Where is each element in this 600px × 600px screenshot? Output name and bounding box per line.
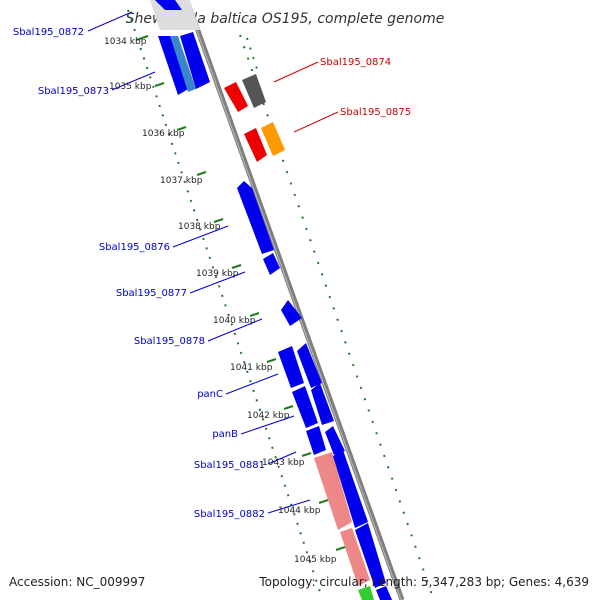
gene-sbal195-0881-left bbox=[306, 426, 326, 455]
accession-text: Accession: NC_009997 bbox=[9, 575, 145, 589]
gene-label-leader bbox=[273, 61, 319, 83]
gene-sbal195-0873-a bbox=[158, 36, 190, 95]
kbp-major-tick bbox=[154, 82, 165, 87]
kbp-tick-label: 1039 kbp bbox=[196, 269, 239, 279]
gene-sbal195-0875-orange bbox=[261, 122, 285, 156]
gene-panC-right bbox=[297, 343, 322, 388]
gene-sbal195-0873-c bbox=[180, 32, 210, 89]
kbp-tick-label: 1037 kbp bbox=[160, 176, 203, 186]
kbp-tick-label: 1041 kbp bbox=[230, 363, 273, 373]
gene-label-leader bbox=[172, 225, 229, 248]
genome-backbone bbox=[184, 0, 405, 600]
gene-bottom-blue-2 bbox=[376, 586, 392, 600]
kbp-tick-label: 1043 kbp bbox=[262, 458, 305, 468]
summary-text: Topology: circular; Length: 5,347,283 bp… bbox=[258, 575, 589, 589]
kbp-tick-label: 1034 kbp bbox=[104, 37, 147, 47]
gene-label-leader bbox=[293, 111, 339, 133]
gene-label-leader bbox=[240, 415, 295, 435]
kbp-major-tick bbox=[196, 171, 207, 176]
kbp-major-tick bbox=[249, 312, 260, 317]
gene-label[interactable]: Sbal195_0873 bbox=[38, 86, 109, 97]
gene-sbal195-0875-red bbox=[244, 128, 267, 162]
gene-label[interactable]: Sbal195_0875 bbox=[340, 107, 411, 118]
gene-bottom-green bbox=[358, 586, 374, 600]
gene-label[interactable]: Sbal195_0881 bbox=[194, 460, 265, 471]
gene-label[interactable]: panC bbox=[197, 389, 223, 400]
gene-bottom-pink bbox=[340, 528, 370, 586]
gene-label-leader bbox=[87, 11, 133, 32]
gene-sbal195-0872 bbox=[155, 0, 182, 10]
kbp-major-tick bbox=[138, 35, 149, 40]
kbp-major-tick bbox=[318, 499, 329, 504]
gene-panB-right bbox=[311, 383, 334, 425]
kbp-tick-label: 1038 kbp bbox=[178, 222, 221, 232]
gene-label[interactable]: Sbal195_0876 bbox=[99, 242, 170, 253]
kbp-major-tick bbox=[335, 546, 346, 551]
gene-label[interactable]: Sbal195_0872 bbox=[13, 27, 84, 38]
kbp-major-tick bbox=[301, 452, 312, 457]
kbp-tick-label: 1042 kbp bbox=[247, 411, 290, 421]
reverse-genes bbox=[224, 74, 285, 162]
gene-bottom-blue bbox=[355, 523, 386, 588]
gene-sbal195-0874-gray bbox=[242, 74, 266, 108]
gene-sbal195-0882-pink bbox=[314, 452, 352, 530]
kbp-major-tick bbox=[283, 405, 294, 410]
kbp-tick-label: 1045 kbp bbox=[294, 555, 337, 565]
kbp-major-tick bbox=[266, 358, 277, 363]
forward-tick-ring bbox=[127, 9, 321, 593]
gene-labels: Sbal195_0872 Sbal195_0873 Sbal195_0874 Sbal… bbox=[13, 11, 411, 520]
kbp-labels: 1034 kbp 1035 kbp 1036 kbp 1037 kbp 1038 kbp… bbox=[104, 37, 337, 565]
map-title: Shewanella baltica OS195, complete genom… bbox=[126, 11, 445, 27]
gene-sbal195-0873-b bbox=[170, 36, 196, 92]
kbp-tick-label: 1044 kbp bbox=[278, 506, 321, 516]
genome-backbone-highlight bbox=[185, 0, 402, 600]
gene-sbal195-0876 bbox=[237, 181, 274, 254]
gene-label[interactable]: Sbal195_0878 bbox=[134, 336, 205, 347]
gene-panC-left bbox=[278, 346, 304, 388]
kbp-major-tick bbox=[176, 126, 187, 131]
kbp-tick-label: 1040 kbp bbox=[213, 316, 256, 326]
gene-label[interactable]: Sbal195_0882 bbox=[194, 509, 265, 520]
gene-label-leader bbox=[189, 271, 246, 294]
gene-sbal195-0881-right bbox=[325, 426, 345, 455]
gene-label-leader bbox=[207, 318, 263, 342]
forward-genes bbox=[155, 0, 392, 600]
gene-label-leader bbox=[267, 451, 297, 465]
gene-sbal195-0882-blue bbox=[333, 450, 368, 528]
gene-panB-left bbox=[292, 386, 318, 428]
gene-label[interactable]: Sbal195_0874 bbox=[320, 57, 391, 68]
kbp-tick-label: 1036 kbp bbox=[142, 129, 185, 139]
gene-label[interactable]: Sbal195_0877 bbox=[116, 288, 187, 299]
gene-sbal195-0874-red bbox=[224, 82, 248, 112]
gene-sbal195-0878 bbox=[281, 300, 302, 326]
gene-label[interactable]: panB bbox=[212, 429, 238, 440]
gene-label-leader bbox=[267, 499, 311, 514]
gene-label-leader bbox=[111, 71, 156, 91]
major-ticks bbox=[138, 35, 346, 551]
kbp-major-tick bbox=[231, 264, 242, 269]
kbp-tick-label: 1035 kbp bbox=[109, 82, 152, 92]
kbp-major-tick bbox=[213, 218, 224, 223]
reverse-tick-ring bbox=[239, 34, 433, 596]
gene-label-leader bbox=[225, 373, 279, 395]
gene-sbal195-0877 bbox=[263, 253, 280, 275]
